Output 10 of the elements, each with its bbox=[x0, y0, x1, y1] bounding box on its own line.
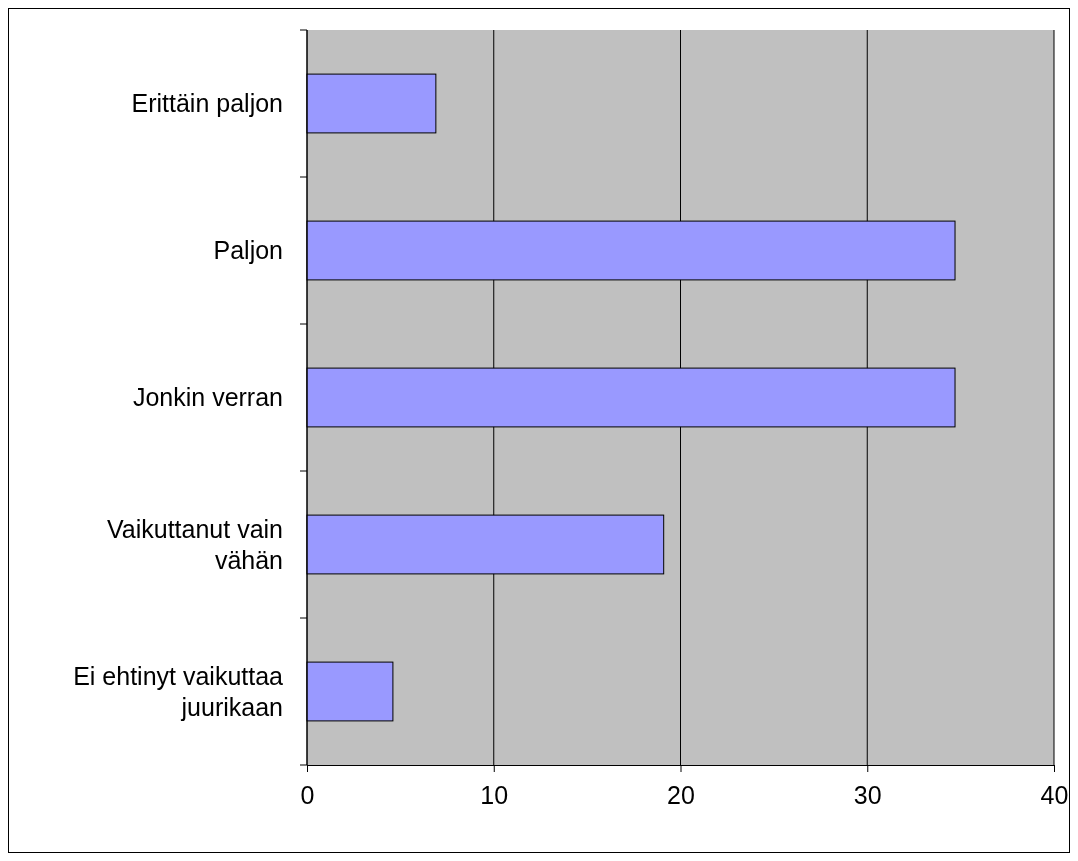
y-tick-label: Vaikuttanut vain vähän bbox=[106, 514, 283, 574]
y-tick-label: Erittäin paljon bbox=[131, 89, 283, 118]
y-tick-label: Jonkin verran bbox=[132, 383, 283, 412]
x-tick-label: 20 bbox=[667, 780, 695, 809]
x-tick-label: 0 bbox=[300, 780, 315, 809]
x-tick-label: 10 bbox=[480, 780, 509, 809]
x-tick-label: 40 bbox=[1040, 780, 1069, 809]
x-tick-label: 30 bbox=[853, 780, 882, 809]
y-tick-label: Paljon bbox=[213, 236, 283, 265]
y-tick-label: Ei ehtinyt vaikuttaa juurikaan bbox=[73, 661, 284, 721]
